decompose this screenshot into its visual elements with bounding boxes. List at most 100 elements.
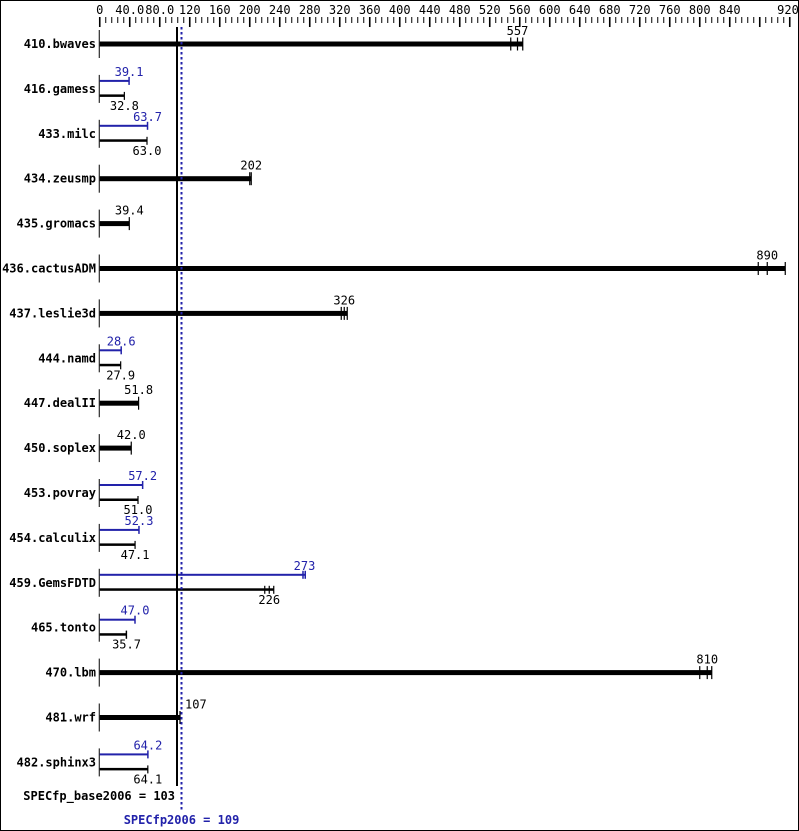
- axis-tick-label: 920: [777, 3, 798, 17]
- base-value-label: 35.7: [112, 638, 141, 652]
- axis-tick-label: 120: [179, 3, 201, 17]
- benchmark-label: 482.sphinx3: [17, 755, 96, 769]
- peak-total-label: SPECfp2006 = 109: [124, 813, 240, 827]
- axis-tick-label: 640: [569, 3, 591, 17]
- base-value-label: 42.0: [117, 428, 146, 442]
- benchmark-row: 437.leslie3d 326: [9, 293, 355, 328]
- peak-value-label: 64.2: [133, 738, 162, 752]
- base-bar: [99, 94, 125, 97]
- base-bar: [99, 767, 148, 771]
- axis-tick-label: 200: [239, 3, 261, 17]
- benchmark-label: 465.tonto: [31, 621, 96, 635]
- base-value-label: 64.1: [133, 772, 162, 786]
- axis-tick-label: 680: [599, 3, 621, 17]
- benchmark-row: 459.GemsFDTD 273 226: [9, 559, 315, 607]
- x-axis: 0 40.0 80.0 120 160 200 240 280 320 360 400 440 480 5…: [96, 3, 798, 27]
- benchmark-label: 444.namd: [38, 351, 96, 365]
- axis-tick-label: 40.0: [115, 3, 144, 17]
- axis-tick-label: 320: [329, 3, 351, 17]
- benchmark-row: 410.bwaves 557: [24, 24, 529, 58]
- peak-value-label: 39.1: [115, 65, 144, 79]
- benchmark-label: 416.gamess: [24, 82, 96, 96]
- base-bar: [99, 176, 252, 182]
- benchmark-row: 434.zeusmp 202: [24, 159, 262, 193]
- peak-bar: [99, 573, 306, 576]
- axis-tick-label: 800: [689, 3, 711, 17]
- benchmark-row: 450.soplex 42.0: [24, 428, 146, 463]
- base-bar: [99, 633, 127, 636]
- benchmark-row: 481.wrf 107: [45, 698, 207, 732]
- axis-tick-label: 80.0: [145, 3, 174, 17]
- base-value-label: 51.0: [124, 503, 153, 517]
- base-bar: [99, 498, 138, 501]
- axis-tick-label: 440: [419, 3, 441, 17]
- benchmark-row: 433.milc 63.7 63.0: [38, 110, 162, 158]
- axis-tick-label: 0: [96, 3, 103, 17]
- benchmark-row: 447.dealII 51.8: [24, 383, 153, 418]
- axis-tick-label: 360: [359, 3, 381, 17]
- benchmark-label: 434.zeusmp: [24, 172, 96, 186]
- base-value-label: 226: [258, 593, 280, 607]
- benchmark-row: 465.tonto 47.0 35.7: [31, 604, 149, 652]
- base-bar: [99, 363, 121, 367]
- base-bar: [99, 310, 348, 316]
- benchmark-row: 470.lbm 810: [45, 653, 718, 687]
- peak-bar: [99, 753, 148, 756]
- base-value-label: 890: [756, 249, 778, 263]
- base-value-label: 326: [333, 293, 355, 307]
- base-bar: [99, 41, 523, 47]
- base-value-label: 47.1: [121, 548, 150, 562]
- base-bar: [99, 670, 712, 676]
- benchmark-label: 481.wrf: [45, 711, 96, 725]
- base-value-label: 810: [696, 653, 718, 667]
- axis-tick-label: 720: [629, 3, 651, 17]
- axis-tick-label: 560: [509, 3, 531, 17]
- benchmark-row: 482.sphinx3 64.2 64.1: [17, 738, 163, 786]
- benchmark-label: 435.gromacs: [17, 217, 96, 231]
- benchmark-label: 459.GemsFDTD: [9, 576, 96, 590]
- base-value-label: 63.0: [133, 144, 162, 158]
- peak-value-label: 273: [294, 559, 316, 573]
- peak-value-label: 63.7: [133, 110, 162, 124]
- peak-bar: [99, 484, 143, 486]
- benchmark-row: 454.calculix 52.3 47.1: [9, 514, 153, 562]
- base-value-label: 202: [240, 159, 262, 173]
- base-value-label: 51.8: [124, 383, 153, 397]
- benchmark-label: 437.leslie3d: [9, 306, 96, 320]
- base-value-label: 27.9: [106, 368, 135, 382]
- peak-value-label: 28.6: [107, 334, 136, 348]
- peak-bar: [99, 124, 148, 127]
- benchmark-label: 450.soplex: [24, 441, 96, 455]
- axis-tick-label: 240: [269, 3, 291, 17]
- axis-tick-label: 840: [719, 3, 741, 17]
- axis-tick-label: 280: [299, 3, 321, 17]
- benchmark-row: 416.gamess 39.1 32.8: [24, 65, 144, 113]
- base-bar: [99, 543, 136, 546]
- benchmark-label: 453.povray: [24, 486, 96, 500]
- base-bar: [99, 400, 139, 406]
- benchmark-label: 433.milc: [38, 127, 96, 141]
- benchmark-row: 453.povray 57.2 51.0: [24, 469, 157, 517]
- peak-bar: [99, 79, 130, 82]
- base-value-label: 557: [507, 24, 529, 38]
- axis-tick-label: 600: [539, 3, 561, 17]
- peak-bar: [99, 528, 139, 531]
- base-value-label: 107: [185, 698, 207, 712]
- peak-value-label: 47.0: [121, 604, 150, 618]
- peak-bar: [99, 618, 135, 621]
- benchmark-row: 435.gromacs 39.4: [17, 204, 144, 238]
- benchmark-label: 447.dealII: [24, 396, 96, 410]
- base-value-label: 32.8: [110, 99, 139, 113]
- benchmark-row: 436.cactusADM 890: [2, 249, 786, 283]
- benchmark-label: 436.cactusADM: [2, 262, 96, 276]
- benchmark-label: 454.calculix: [9, 531, 96, 545]
- benchmark-row: 444.namd 28.6 27.9: [38, 334, 135, 382]
- benchmark-label: 470.lbm: [45, 666, 96, 680]
- axis-tick-label: 400: [389, 3, 411, 17]
- base-bar: [99, 588, 274, 591]
- axis-tick-label: 520: [479, 3, 501, 17]
- peak-value-label: 57.2: [128, 469, 157, 483]
- base-bar: [99, 221, 130, 227]
